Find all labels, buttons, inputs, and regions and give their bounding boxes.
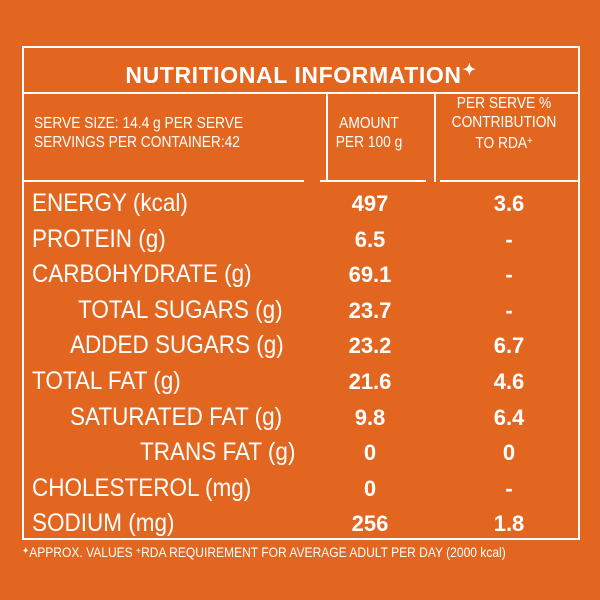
- nutrient-label: SATURATED FAT (g): [70, 402, 283, 431]
- rda-header-line2: CONTRIBUTION: [451, 114, 557, 131]
- rda-value: -: [505, 262, 513, 288]
- rda-plus-icon: +: [136, 546, 142, 557]
- table-row: ADDED SUGARS (g) 23.2 6.7: [24, 328, 578, 364]
- rda-value: 0: [502, 440, 516, 466]
- nutrient-label: PROTEIN (g): [32, 224, 166, 253]
- rda-header-line1: PER SERVE %: [456, 95, 552, 112]
- nutrient-label: CHOLESTEROL (mg): [32, 473, 252, 502]
- amount-header-line1: AMOUNT: [339, 115, 399, 132]
- nutrition-panel: NUTRITIONAL INFORMATION✦ SERVE SIZE: 14.…: [22, 46, 580, 540]
- table-row: TOTAL FAT (g) 21.6 4.6: [24, 364, 578, 400]
- serve-size: SERVE SIZE: 14.4 g PER SERVE: [34, 115, 244, 132]
- table-row: SODIUM (mg) 256 1.8: [24, 506, 578, 542]
- amount-value: 69.1: [348, 262, 392, 288]
- approx-symbol-icon: ✦: [462, 62, 477, 79]
- rda-value: 1.8: [493, 511, 525, 537]
- rda-value: -: [505, 475, 513, 501]
- nutrient-label: SODIUM (mg): [32, 509, 175, 538]
- rda-plus-icon: +: [527, 135, 533, 147]
- rda-value: 4.6: [493, 368, 525, 394]
- amount-value: 9.8: [354, 404, 386, 430]
- table-row: PROTEIN (g) 6.5 -: [24, 222, 578, 258]
- amount-value: 0: [363, 440, 377, 466]
- nutrient-label: ADDED SUGARS (g): [70, 331, 284, 360]
- header-underline-right: [440, 180, 578, 182]
- amount-value: 497: [351, 191, 389, 216]
- amount-value: 23.7: [348, 297, 392, 323]
- amount-value: 256: [351, 511, 389, 537]
- rda-value: 6.7: [493, 333, 525, 359]
- table-row: CARBOHYDRATE (g) 69.1 -: [24, 257, 578, 293]
- table-row: SATURATED FAT (g) 9.8 6.4: [24, 400, 578, 436]
- table-row: TRANS FAT (g) 0 0: [24, 435, 578, 471]
- footnote-rda-text: RDA REQUIREMENT FOR AVERAGE ADULT PER DA…: [141, 544, 506, 560]
- serving-info: SERVE SIZE: 14.4 g PER SERVE SERVINGS PE…: [34, 114, 243, 152]
- footnote-approx-text: APPROX. VALUES: [29, 544, 133, 560]
- table-row: ENERGY (kcal) 497 3.6: [24, 186, 578, 222]
- nutrient-label: TOTAL FAT (g): [32, 366, 181, 395]
- table-row: CHOLESTEROL (mg) 0 -: [24, 471, 578, 507]
- title-divider: [24, 92, 578, 94]
- rda-value: -: [505, 226, 513, 252]
- footnote: ✦APPROX. VALUES +RDA REQUIREMENT FOR AVE…: [22, 544, 506, 560]
- nutrient-table: ENERGY (kcal) 497 3.6 PROTEIN (g) 6.5 - …: [24, 186, 578, 542]
- right-column-divider: [434, 92, 436, 182]
- amount-value: 23.2: [348, 333, 392, 359]
- rda-column-header: PER SERVE % CONTRIBUTION TO RDA+: [444, 94, 564, 153]
- servings-per-container: SERVINGS PER CONTAINER:42: [34, 134, 240, 151]
- amount-header-line2: PER 100 g: [335, 134, 403, 151]
- amount-value: 21.6: [348, 368, 392, 394]
- left-column-divider: [326, 92, 328, 182]
- title-text: NUTRITIONAL INFORMATION: [125, 62, 462, 88]
- rda-value: 3.6: [493, 191, 525, 216]
- rda-value: -: [505, 297, 513, 323]
- approx-symbol-icon: ✦: [22, 546, 30, 557]
- panel-title: NUTRITIONAL INFORMATION✦: [24, 60, 578, 89]
- nutrient-label: ENERGY (kcal): [32, 189, 188, 217]
- header-underline-left: [24, 180, 304, 182]
- amount-value: 0: [363, 475, 377, 501]
- nutrient-label: CARBOHYDRATE (g): [32, 260, 252, 289]
- amount-column-header: AMOUNT PER 100 g: [327, 114, 411, 152]
- rda-header-line3: TO RDA: [475, 135, 528, 152]
- table-row: TOTAL SUGARS (g) 23.7 -: [24, 293, 578, 329]
- header-underline-mid: [320, 180, 426, 182]
- nutrient-label: TOTAL SUGARS (g): [78, 295, 283, 324]
- amount-value: 6.5: [354, 226, 386, 252]
- rda-value: 6.4: [493, 404, 525, 430]
- nutrient-label: TRANS FAT (g): [140, 438, 296, 467]
